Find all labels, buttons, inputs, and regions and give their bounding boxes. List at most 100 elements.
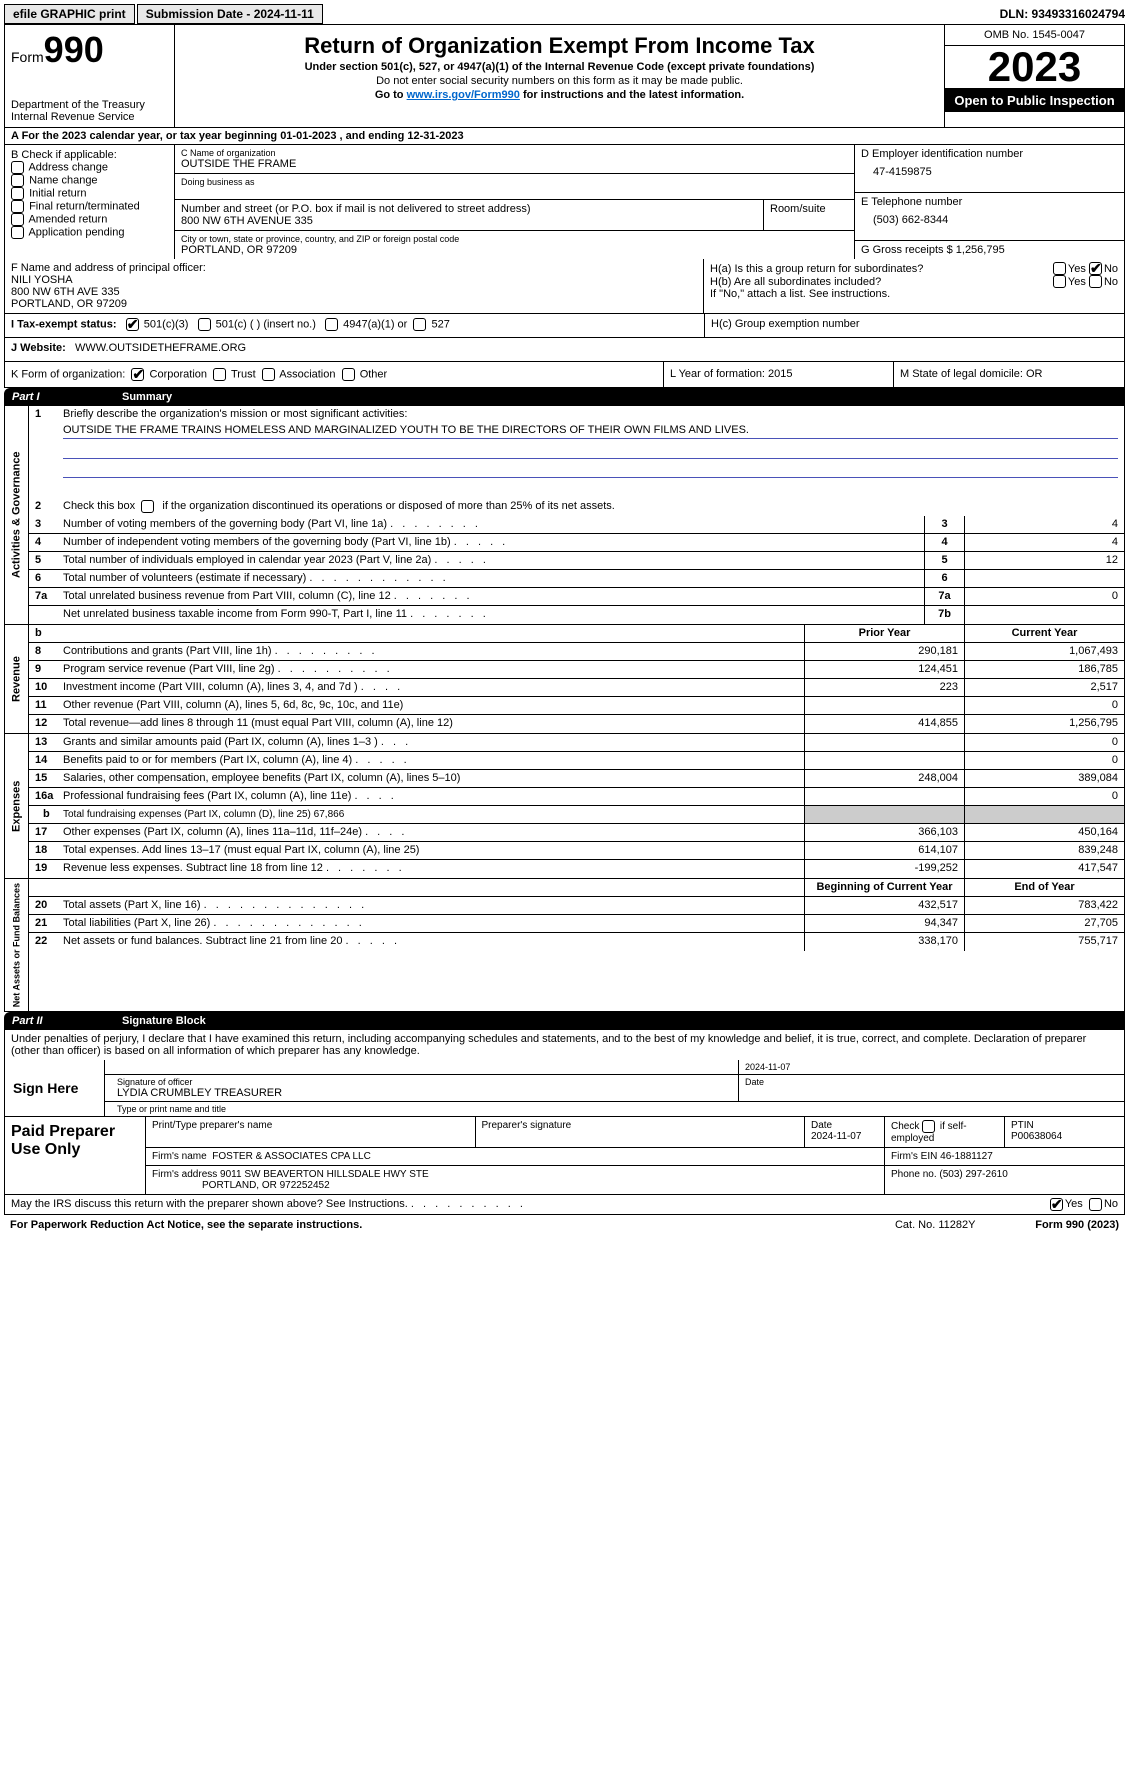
line7a-label: Total unrelated business revenue from Pa… — [63, 590, 391, 602]
line3-label: Number of voting members of the governin… — [63, 518, 387, 530]
paid-preparer-label: Paid Preparer Use Only — [5, 1117, 145, 1194]
prior-year-hdr: Prior Year — [804, 625, 964, 643]
line14-label: Benefits paid to or for members (Part IX… — [63, 754, 352, 766]
line1-value: OUTSIDE THE FRAME TRAINS HOMELESS AND MA… — [29, 424, 1124, 442]
phone-value: (503) 662-8344 — [861, 208, 1118, 232]
check-discuss-no[interactable] — [1089, 1198, 1102, 1211]
dln-label: DLN: 93493316024794 — [1000, 7, 1125, 21]
check-assoc[interactable] — [262, 368, 275, 381]
check-discontinued[interactable] — [141, 500, 154, 513]
side-revenue: Revenue — [5, 625, 29, 733]
side-activities: Activities & Governance — [5, 406, 29, 624]
check-ha-yes[interactable] — [1053, 262, 1066, 275]
firm-ein: 46-1881127 — [940, 1151, 993, 1162]
side-expenses: Expenses — [5, 734, 29, 878]
cell-num: 6 — [924, 570, 964, 588]
discuss-label: May the IRS discuss this return with the… — [11, 1198, 1050, 1211]
check-address-change[interactable] — [11, 161, 24, 174]
dept-label: Department of the Treasury Internal Reve… — [11, 99, 168, 123]
line20-curr: 783,422 — [964, 897, 1124, 915]
part1-label: Part I — [12, 391, 40, 403]
opt-4947: 4947(a)(1) or — [343, 318, 407, 330]
yes-label: Yes — [1065, 1198, 1083, 1211]
line13-label: Grants and similar amounts paid (Part IX… — [63, 736, 378, 748]
check-other[interactable] — [342, 368, 355, 381]
sig-officer: LYDIA CRUMBLEY TREASURER — [117, 1087, 282, 1099]
no-label: No — [1104, 1198, 1118, 1211]
check-self-employed[interactable] — [922, 1120, 935, 1133]
gross-receipts-value: 1,256,795 — [956, 244, 1005, 256]
check-initial-return[interactable] — [11, 187, 24, 200]
label-amended: Amended return — [28, 213, 107, 225]
form-title: Return of Organization Exempt From Incom… — [187, 33, 932, 59]
check-application-pending[interactable] — [11, 226, 24, 239]
line19-curr: 417,547 — [964, 860, 1124, 878]
line22-label: Net assets or fund balances. Subtract li… — [63, 935, 342, 947]
check-final-return[interactable] — [11, 200, 24, 213]
line10-label: Investment income (Part VIII, column (A)… — [63, 681, 358, 693]
irs-link[interactable]: www.irs.gov/Form990 — [407, 89, 520, 101]
check-501c3[interactable] — [126, 318, 139, 331]
gross-receipts-label: G Gross receipts $ — [861, 244, 956, 256]
line11-prior — [804, 697, 964, 715]
check-corp[interactable] — [131, 368, 144, 381]
line20-prior: 432,517 — [804, 897, 964, 915]
website-value: WWW.OUTSIDETHEFRAME.ORG — [75, 342, 246, 354]
line19-prior: -199,252 — [804, 860, 964, 878]
prep-date-lbl: Date — [811, 1120, 832, 1131]
topbar: efile GRAPHIC print Submission Date - 20… — [4, 4, 1125, 24]
org-name-label: C Name of organization — [181, 148, 848, 158]
line10-curr: 2,517 — [964, 679, 1124, 697]
line5-label: Total number of individuals employed in … — [63, 554, 431, 566]
prep-date: 2024-11-07 — [811, 1131, 861, 1142]
form-header: Form990 Department of the Treasury Inter… — [4, 24, 1125, 127]
line21-curr: 27,705 — [964, 915, 1124, 933]
line8-label: Contributions and grants (Part VIII, lin… — [63, 645, 272, 657]
check-527[interactable] — [413, 318, 426, 331]
current-year-hdr: Current Year — [964, 625, 1124, 643]
line11-label: Other revenue (Part VIII, column (A), li… — [63, 699, 403, 711]
yes-label: Yes — [1068, 276, 1086, 288]
submission-date: Submission Date - 2024-11-11 — [137, 4, 323, 24]
prep-self: Check if self-employed — [884, 1117, 1004, 1147]
form-footer: Form 990 (2023) — [1035, 1219, 1119, 1231]
check-name-change[interactable] — [11, 174, 24, 187]
check-trust[interactable] — [213, 368, 226, 381]
line11-curr: 0 — [964, 697, 1124, 715]
form-label: Form — [11, 49, 44, 65]
sign-here-label: Sign Here — [5, 1060, 105, 1116]
check-hb-no[interactable] — [1089, 275, 1102, 288]
line16b-label: Total fundraising expenses (Part IX, col… — [63, 809, 344, 820]
officer-name: NILI YOSHA — [11, 274, 697, 286]
ptin: P00638064 — [1011, 1131, 1062, 1142]
line14-curr: 0 — [964, 752, 1124, 770]
part2-label: Part II — [12, 1015, 43, 1027]
shaded-cell — [804, 806, 964, 824]
line17-label: Other expenses (Part IX, column (A), lin… — [63, 826, 362, 838]
check-501c[interactable] — [198, 318, 211, 331]
org-name: OUTSIDE THE FRAME — [181, 158, 848, 170]
line12-curr: 1,256,795 — [964, 715, 1124, 733]
domicile: OR — [1026, 368, 1043, 380]
line3-val: 4 — [964, 516, 1124, 534]
line4-val: 4 — [964, 534, 1124, 552]
line14-prior — [804, 752, 964, 770]
firm-phone: (503) 297-2610 — [939, 1169, 1007, 1180]
firm-phone-lbl: Phone no. — [891, 1169, 939, 1180]
check-amended[interactable] — [11, 213, 24, 226]
line15-curr: 389,084 — [964, 770, 1124, 788]
efile-button[interactable]: efile GRAPHIC print — [4, 4, 135, 24]
check-discuss-yes[interactable] — [1050, 1198, 1063, 1211]
cell-num: 5 — [924, 552, 964, 570]
check-ha-no[interactable] — [1089, 262, 1102, 275]
no-label: No — [1104, 276, 1118, 288]
check-4947[interactable] — [325, 318, 338, 331]
ein-label: D Employer identification number — [861, 148, 1118, 160]
line17-prior: 366,103 — [804, 824, 964, 842]
officer-label: F Name and address of principal officer: — [11, 262, 697, 274]
line12-prior: 414,855 — [804, 715, 964, 733]
check-hb-yes[interactable] — [1053, 275, 1066, 288]
line6-val — [964, 570, 1124, 588]
side-net-assets: Net Assets or Fund Balances — [5, 879, 29, 1011]
line8-curr: 1,067,493 — [964, 643, 1124, 661]
